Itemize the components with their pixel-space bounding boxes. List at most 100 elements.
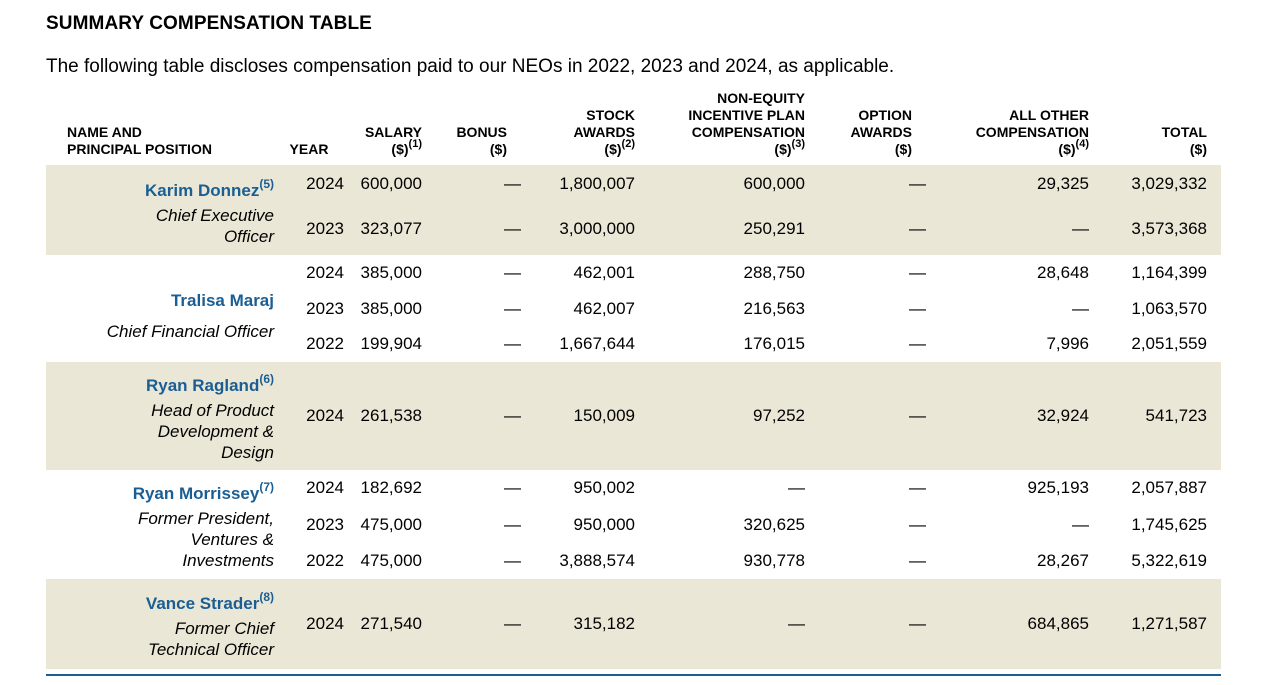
bonus-cell: — — [436, 579, 521, 669]
executive-position: Former Chief — [174, 619, 274, 638]
salary-cell: 475,000 — [360, 551, 422, 570]
non-equity-cell: 250,291 — [649, 203, 819, 255]
salary-cell: 323,077 — [344, 203, 436, 255]
table-row: Vance Strader(8) Former Chief Technical Of… — [46, 579, 1221, 669]
year-cell: 2024 — [306, 478, 344, 497]
year-cell: 2023 — [306, 514, 344, 534]
bonus-cell: — — [504, 551, 521, 570]
option-awards-cell: — — [909, 263, 926, 282]
all-other-cell: — — [926, 203, 1103, 255]
total-cell: 1,063,570 — [1131, 298, 1207, 318]
non-equity-cell: 216,563 — [743, 298, 805, 318]
executive-position: Development & — [157, 421, 274, 441]
non-equity-cell: 288,750 — [743, 263, 805, 282]
stock-awards-cell: 462,001 — [573, 263, 635, 282]
all-other-cell: 29,325 — [926, 165, 1103, 203]
table-row: 2022 475,000 — 3,888,574 930,778 — 28,267 5,322… — [46, 543, 1221, 579]
option-awards-cell: — — [909, 514, 926, 534]
table-row: 2023 385,000 — 462,007 216,563 — — 1,063,570 — [46, 291, 1221, 326]
year-cell: 2024 — [274, 579, 344, 669]
executive-position: Ventures & — [190, 530, 274, 549]
year-cell: 2023 — [306, 298, 344, 318]
stock-awards-cell: 1,667,644 — [559, 334, 635, 353]
total-cell: 1,271,587 — [1103, 579, 1221, 669]
executive-name: Karim Donnez(5) — [145, 177, 274, 200]
executive-position: Officer — [223, 227, 274, 246]
table-row: Ryan Morrissey(7) Former President, Ventur… — [46, 470, 1221, 570]
option-awards-cell: — — [819, 165, 926, 203]
table-row: 2023 475,000 — 950,000 320,625 — — 1,745,625 — [46, 506, 1221, 543]
stock-awards-cell: 950,000 — [573, 514, 635, 534]
salary-cell: 475,000 — [360, 514, 422, 534]
all-other-cell: 7,996 — [1046, 334, 1089, 353]
non-equity-cell: 600,000 — [649, 165, 819, 203]
table-row: Tralisa Maraj Chief Financial Officer 2024… — [46, 255, 1221, 341]
total-cell: 1,745,625 — [1131, 514, 1207, 534]
bonus-cell: — — [504, 263, 521, 282]
executive-position: Chief Executive — [155, 206, 274, 225]
all-other-cell: 684,865 — [926, 579, 1103, 669]
option-awards-cell: — — [819, 579, 926, 669]
name-position-cell: Tralisa Maraj Chief Financial Officer — [46, 255, 274, 362]
executive-name: Vance Strader(8) — [145, 590, 274, 613]
table-bottom-rule — [46, 674, 1221, 676]
name-position-cell: Ryan Morrissey(7) Former President, Ventur… — [46, 470, 274, 579]
header-row: NAME AND PRINCIPAL POSITION YEAR SALARY … — [46, 90, 1221, 165]
option-awards-cell: — — [819, 203, 926, 255]
all-other-cell: 925,193 — [1027, 478, 1089, 497]
total-cell: 1,164,399 — [1131, 263, 1207, 282]
footnote-ref: (3) — [791, 138, 805, 151]
bonus-cell: — — [436, 362, 521, 470]
salary-cell: 385,000 — [360, 298, 422, 318]
executive-position: Head of Product — [151, 400, 274, 420]
header-total: TOTAL ($) — [1161, 124, 1207, 157]
header-non-equity: NON-EQUITY INCENTIVE PLAN COMPENSATION (… — [688, 90, 805, 157]
bonus-cell: — — [504, 478, 521, 497]
option-awards-cell: — — [819, 362, 926, 470]
footnote-ref: (5) — [259, 177, 274, 192]
bonus-cell: — — [504, 334, 521, 353]
salary-cell: 385,000 — [360, 263, 422, 282]
year-cell: 2023 — [274, 203, 344, 255]
non-equity-cell: 97,252 — [649, 362, 819, 470]
footnote-ref: (6) — [259, 371, 274, 386]
stock-awards-cell: 150,009 — [521, 362, 649, 470]
year-cell: 2022 — [306, 551, 344, 570]
total-cell: 5,322,619 — [1131, 551, 1207, 570]
all-other-cell: 32,924 — [926, 362, 1103, 470]
executive-name: Tralisa Maraj — [170, 291, 274, 310]
header-stock-awards: STOCK AWARDS ($)(2) — [573, 107, 635, 157]
non-equity-cell: 176,015 — [743, 334, 805, 353]
non-equity-cell: 930,778 — [743, 551, 805, 570]
footnote-ref: (7) — [259, 480, 274, 495]
table-row: 2022 199,904 — 1,667,644 176,015 — 7,996 2,051,… — [46, 326, 1221, 362]
name-position-cell: Ryan Ragland(6) Head of Product Developmen… — [46, 362, 274, 470]
footnote-ref: (8) — [259, 590, 274, 605]
name-position-cell: Vance Strader(8) Former Chief Technical Of… — [46, 579, 274, 669]
option-awards-cell: — — [909, 551, 926, 570]
all-other-cell: — — [1072, 298, 1089, 318]
executive-position: Technical Officer — [148, 640, 274, 659]
all-other-cell: 28,267 — [1037, 551, 1089, 570]
stock-awards-cell: 1,800,007 — [521, 165, 649, 203]
header-option-awards: OPTION AWARDS ($) — [850, 107, 912, 157]
bonus-cell: — — [504, 514, 521, 534]
salary-cell: 271,540 — [344, 579, 436, 669]
total-cell: 3,029,332 — [1103, 165, 1221, 203]
total-cell: 541,723 — [1103, 362, 1221, 470]
option-awards-cell: — — [909, 334, 926, 353]
executive-name: Ryan Morrissey(7) — [132, 480, 274, 503]
year-cell: 2022 — [306, 334, 344, 353]
header-name-position: NAME AND PRINCIPAL POSITION — [67, 124, 212, 157]
year-cell: 2024 — [274, 165, 344, 203]
total-cell: 2,051,559 — [1131, 334, 1207, 353]
name-position-cell: Karim Donnez(5) Chief Executive Officer — [46, 165, 274, 255]
year-cell: 2024 — [274, 362, 344, 470]
stock-awards-cell: 462,007 — [573, 298, 635, 318]
intro-text: The following table discloses compensati… — [46, 56, 895, 77]
stock-awards-cell: 315,182 — [521, 579, 649, 669]
non-equity-cell: — — [788, 478, 805, 497]
salary-cell: 261,538 — [344, 362, 436, 470]
footnote-ref: (2) — [621, 138, 635, 151]
non-equity-cell: 320,625 — [743, 514, 805, 534]
